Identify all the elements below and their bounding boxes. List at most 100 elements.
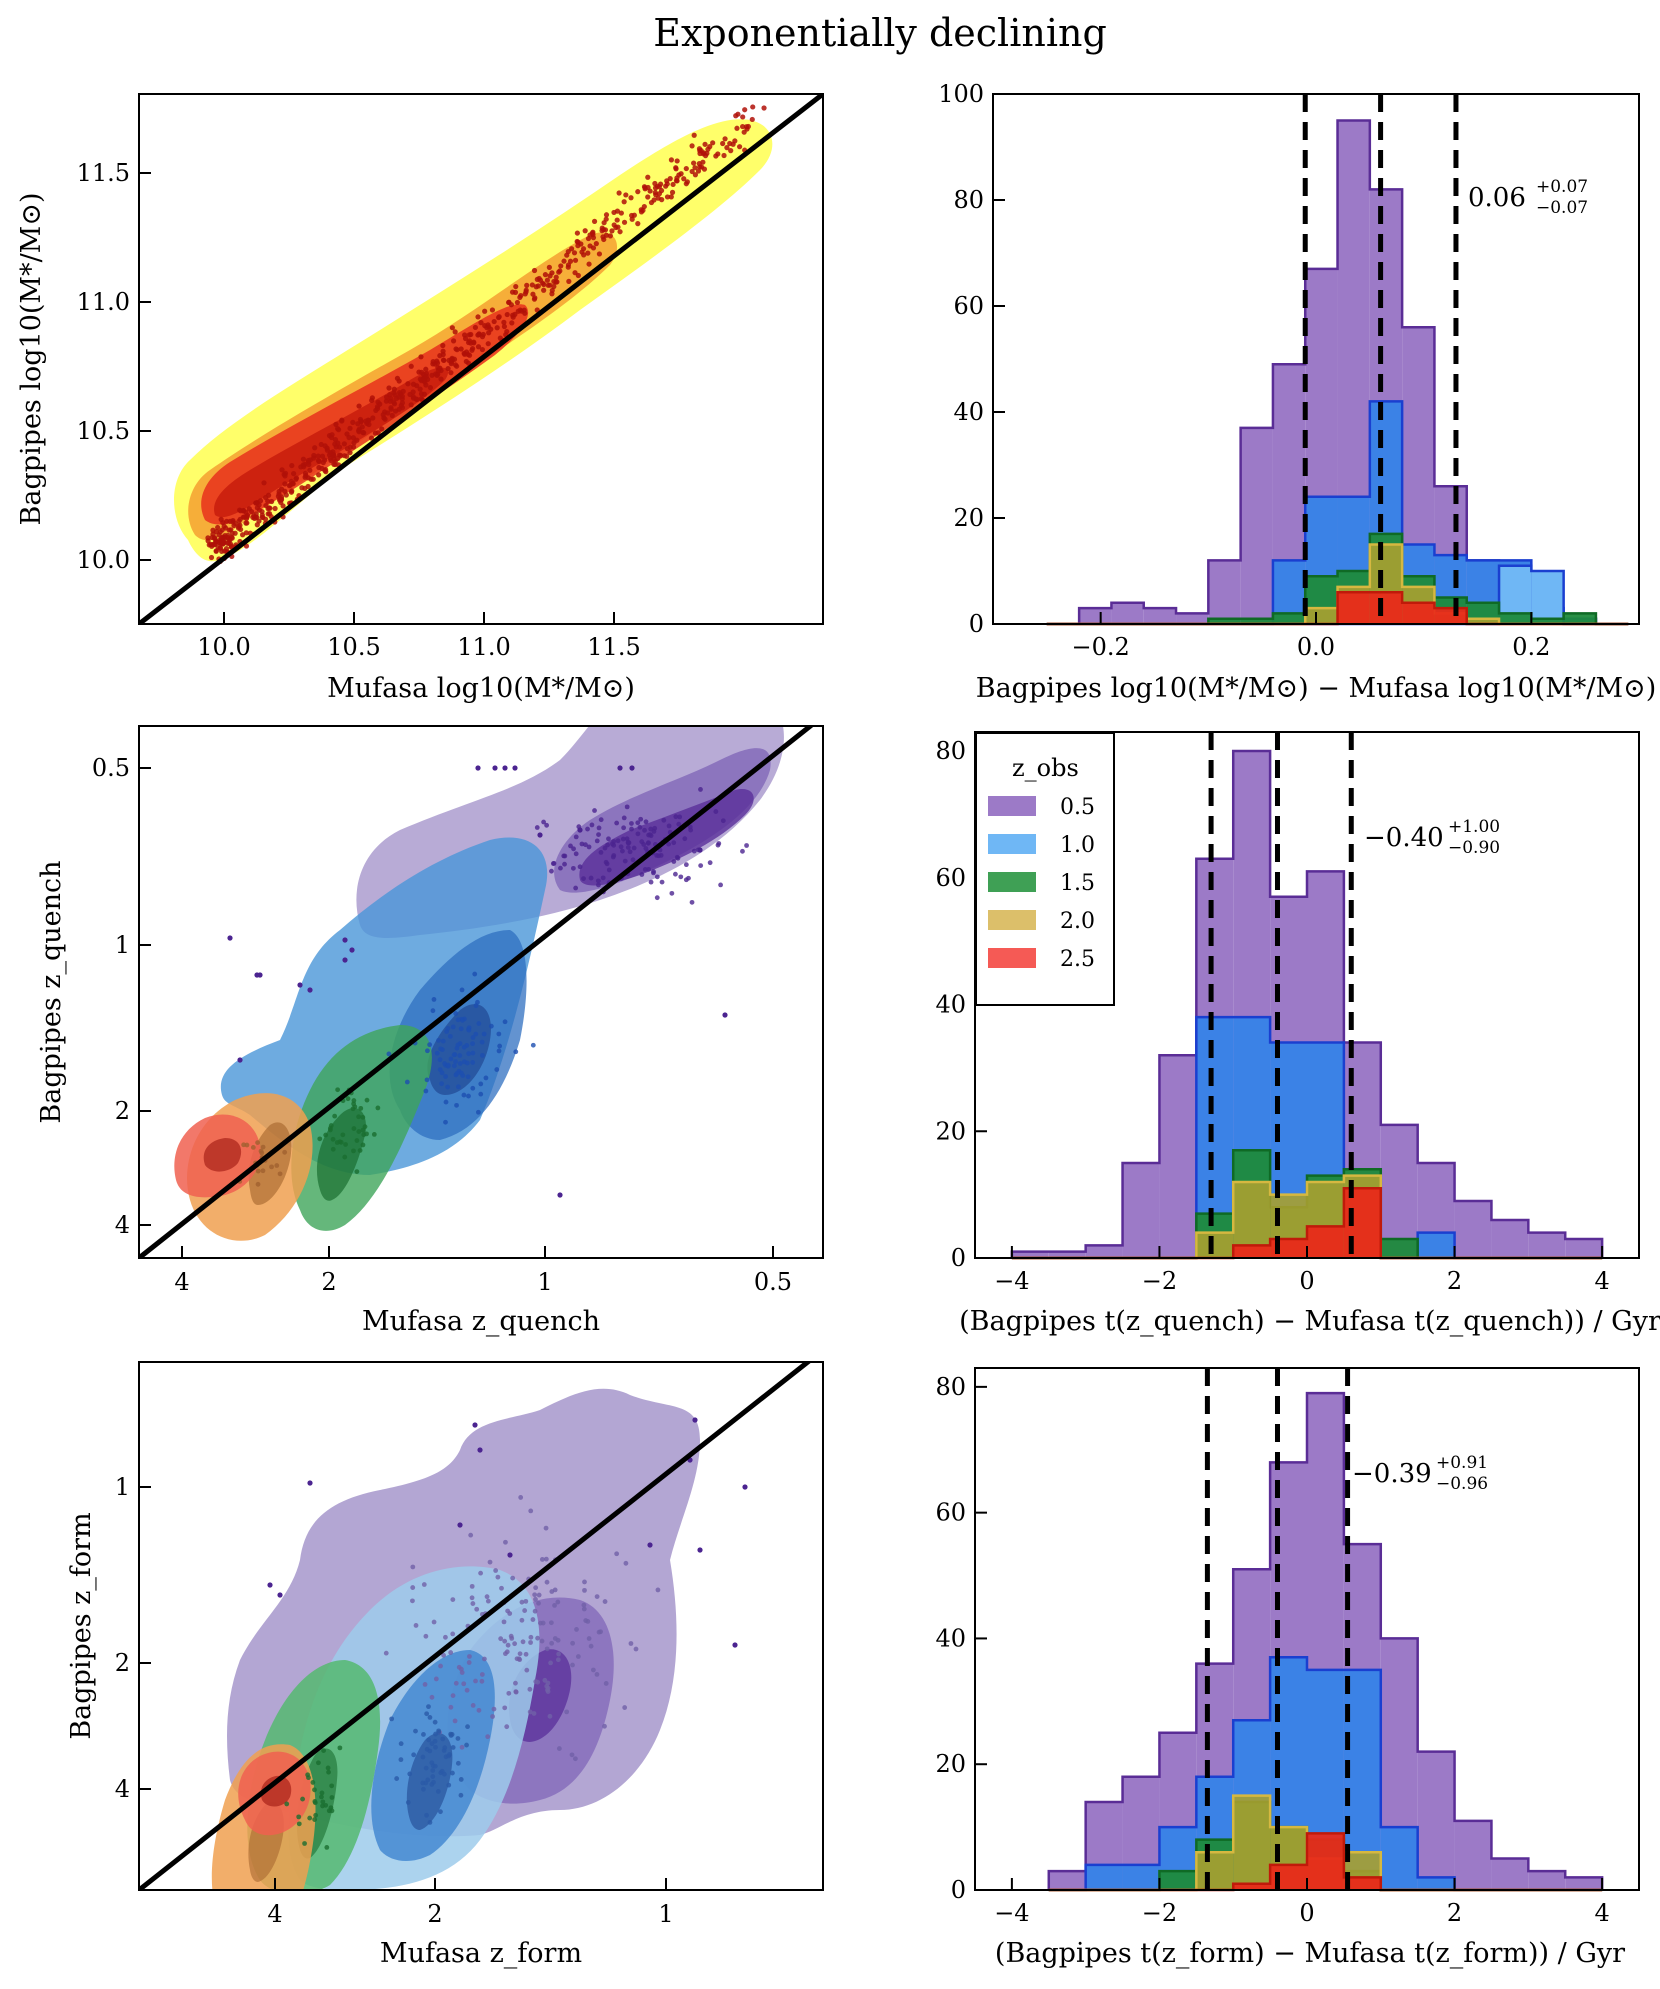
mass-point [350,444,357,450]
zf-hist-ytick-0: 0 [951,1876,966,1904]
zq-xtick-2: 1 [537,1268,552,1296]
zform-point [503,1539,508,1545]
mass-ytick-2: 11.0 [77,288,130,316]
mass-point [635,221,641,227]
zform-point [455,1760,461,1766]
mass-hist-xtick-2: 0.2 [1512,633,1550,661]
mass-xtick-2: 11.0 [457,633,510,661]
zquench-point [596,832,601,838]
zform-point [479,1678,485,1684]
zquench-point [642,866,648,872]
zquench-outlier [537,832,543,838]
mass-point [243,520,249,526]
zform-point [542,1677,548,1683]
zform-outlier [472,1422,478,1428]
mass-ytick-0: 10.0 [77,546,130,574]
zform-point [596,1629,602,1635]
zform-point [575,1654,581,1659]
zform-point [312,1817,318,1822]
zform-point [552,1603,557,1608]
zquench-point [269,1164,274,1170]
mass-hist-ytick-5: 100 [938,80,984,108]
mass-point [347,425,353,431]
mass-point [590,235,597,241]
zquench-point [460,1017,465,1023]
zf-hist-bar-10-2 [1122,1864,1160,1890]
mass-point [674,158,680,164]
zform-point [531,1711,537,1716]
zform-point [413,1728,418,1734]
mass-point [541,281,547,288]
zquench-point [629,826,634,832]
zquench-point [342,1154,348,1160]
mass-point [452,362,459,368]
zquench-point [595,878,601,884]
zform-point [296,1821,302,1827]
zquench-point [453,1059,458,1065]
mass-point [218,516,224,522]
mass-point [388,405,394,411]
zform-point [324,1845,330,1850]
zform-outlier [267,1582,273,1588]
panel-zquench-scatter: 4 2 1 0.5 0.5 1 2 4 Mufasa z_quench Bagp… [36,725,824,1337]
mass-point [678,171,684,177]
zq-one-to-one-line [139,726,815,1258]
mass-point [475,314,481,320]
zform-point [564,1709,570,1715]
mass-hist-ytick-0: 0 [969,610,984,638]
zquench-outlier [722,1012,728,1018]
zf-hist-ytick-1: 20 [935,1750,966,1778]
zquench-point [603,859,609,865]
mass-point [432,361,438,367]
zform-point [427,1748,433,1754]
zq-hist-outline-05 [1010,749,1604,1258]
zquench-point [364,1131,369,1137]
zquench-point [698,863,704,869]
zform-point [581,1602,587,1608]
zq-hist-bar-05-12 [1454,1200,1492,1258]
mass-point [257,498,264,504]
zform-point [300,1796,305,1802]
zform-point [572,1756,578,1762]
zform-point [441,1652,446,1658]
zquench-point [573,834,579,840]
zquench-point [360,1114,366,1120]
mass-point [210,531,216,537]
zform-point [484,1594,490,1600]
zquench-point [496,1048,502,1054]
mass-point [513,283,519,290]
zform-point [499,1585,504,1591]
mass-point [448,361,454,367]
zquench-outlier [349,947,355,953]
zq-hist-ytick-0: 0 [951,1244,966,1272]
mass-point [417,386,423,392]
mass-hist-bar-05-5 [1208,560,1241,624]
zform-point [585,1619,591,1624]
zform-point [423,1765,429,1771]
zform-point [505,1642,511,1648]
zquench-point [635,831,641,837]
mass-point [375,399,381,405]
mass-point [710,140,716,146]
zq-hist-annotation-sup: +1.00 [1448,817,1500,837]
zquench-point [332,1113,338,1119]
zform-point [555,1657,561,1663]
zform-point [536,1592,542,1598]
zquench-point [620,848,625,854]
zquench-point [625,839,631,845]
mass-point [518,308,525,314]
zquench-point [386,1051,392,1057]
mass-hist-bar-15-15 [1531,618,1564,624]
zform-point [614,1551,620,1557]
mass-hist-annotation-value: 0.06 [1468,183,1526,213]
mass-point [743,124,750,130]
mass-point [558,263,564,269]
mass-point [311,455,317,461]
zform-point [430,1774,436,1779]
zform-point [450,1693,456,1699]
zform-point [519,1599,525,1605]
zform-point [450,1631,456,1637]
mass-point [418,396,424,402]
zquench-point [330,1146,336,1152]
